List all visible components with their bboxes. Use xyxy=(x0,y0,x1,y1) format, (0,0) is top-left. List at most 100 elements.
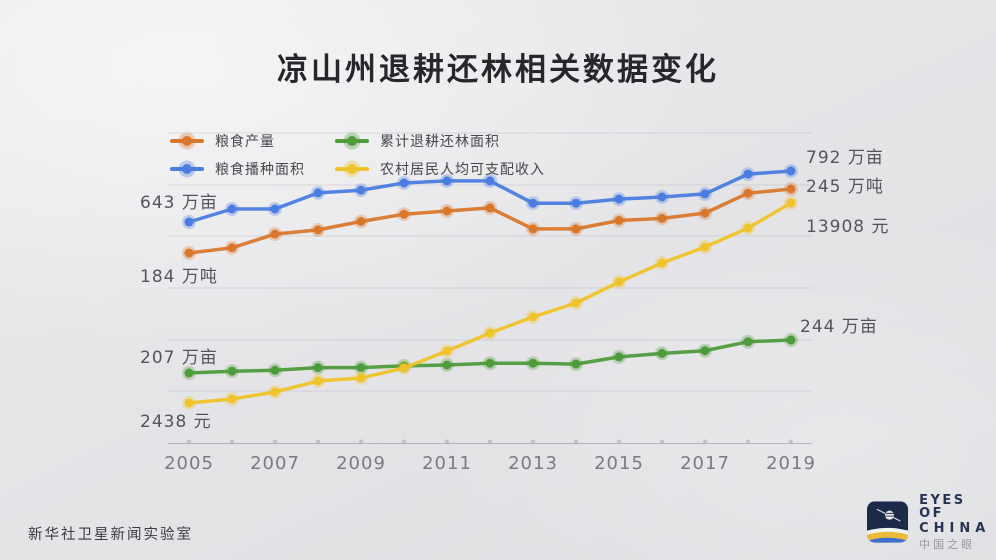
label-forest-area-start: 207 万亩 xyxy=(140,348,218,368)
point-sown_area xyxy=(442,176,452,186)
point-sown_area xyxy=(399,178,409,188)
point-grain_output xyxy=(786,184,796,194)
page-title: 凉山州退耕还林相关数据变化 xyxy=(277,52,719,88)
point-sown_area xyxy=(528,198,538,208)
eyes-of-china-logo: EYES OF CHINA 中国之眼 xyxy=(866,494,996,550)
point-income xyxy=(700,242,710,252)
x-tick-label: 2007 xyxy=(250,453,300,474)
point-forest_area xyxy=(356,363,366,373)
x-tick-label: 2015 xyxy=(594,453,644,474)
label-grain-output-end: 245 万吨 xyxy=(806,177,884,197)
legend-label-sown_area: 粮食播种面积 xyxy=(215,162,305,178)
point-grain_output xyxy=(313,225,323,235)
axis-tick-dot xyxy=(660,439,664,444)
point-forest_area xyxy=(485,358,495,368)
point-income xyxy=(442,346,452,356)
point-forest_area xyxy=(270,365,280,375)
point-sown_area xyxy=(356,185,366,195)
axis-tick-dot xyxy=(746,439,750,444)
satellite-over-earth-icon xyxy=(866,501,909,543)
point-income xyxy=(528,312,538,322)
point-grain_output xyxy=(485,203,495,213)
label-forest-area-end: 244 万亩 xyxy=(800,317,878,337)
point-income xyxy=(227,394,237,404)
x-tick-label: 2009 xyxy=(336,453,386,474)
legend-label-grain_output: 粮食产量 xyxy=(215,134,275,150)
x-tick-label: 2017 xyxy=(680,453,730,474)
point-forest_area xyxy=(571,359,581,369)
label-income-start: 2438 元 xyxy=(140,412,212,432)
logo-line-2: CHINA xyxy=(919,521,991,536)
axis-tick-dot xyxy=(273,439,277,444)
axis-tick-dot xyxy=(402,439,406,444)
axis-tick-dot xyxy=(230,439,234,444)
x-tick-label: 2005 xyxy=(164,453,214,474)
axis-tick-dot xyxy=(574,439,578,444)
axis-tick-dot xyxy=(445,439,449,444)
point-sown_area xyxy=(657,192,667,202)
axis-tick-dot xyxy=(703,439,707,444)
point-sown_area xyxy=(614,194,624,204)
legend-label-forest_area: 累计退耕还林面积 xyxy=(380,134,500,150)
point-income xyxy=(657,258,667,268)
point-grain_output xyxy=(227,243,237,253)
point-sown_area xyxy=(700,189,710,199)
point-income xyxy=(399,363,409,373)
point-income xyxy=(614,277,624,287)
point-forest_area xyxy=(227,366,237,376)
point-grain_output xyxy=(270,229,280,239)
axis-tick-dot xyxy=(531,439,535,444)
legend-marker-income xyxy=(335,167,369,171)
x-tick-label: 2013 xyxy=(508,453,558,474)
point-income xyxy=(184,398,194,408)
label-sown-area-end: 792 万亩 xyxy=(806,148,884,168)
point-income xyxy=(571,298,581,308)
point-forest_area xyxy=(786,335,796,345)
label-income-end: 13908 元 xyxy=(806,217,890,237)
point-sown_area xyxy=(571,198,581,208)
point-income xyxy=(356,373,366,383)
point-forest_area xyxy=(313,363,323,373)
legend-marker-grain_output xyxy=(170,139,204,143)
point-forest_area xyxy=(528,358,538,368)
point-income xyxy=(485,328,495,338)
point-grain_output xyxy=(657,213,667,223)
legend-marker-forest_area xyxy=(335,139,369,143)
axis-tick-dot xyxy=(187,439,191,444)
point-grain_output xyxy=(442,206,452,216)
axis-tick-dot xyxy=(617,439,621,444)
x-tick-label: 2011 xyxy=(422,453,472,474)
axis-tick-dot xyxy=(488,439,492,444)
point-grain_output xyxy=(356,217,366,226)
point-forest_area xyxy=(657,348,667,358)
point-sown_area xyxy=(485,176,495,186)
point-forest_area xyxy=(614,352,624,362)
point-sown_area xyxy=(270,204,280,214)
legend-marker-sown_area xyxy=(170,167,204,171)
legend-item-income: 农村居民人均可支配收入 xyxy=(335,159,545,179)
point-forest_area xyxy=(743,337,753,347)
point-forest_area xyxy=(184,368,194,378)
point-sown_area xyxy=(743,169,753,179)
point-forest_area xyxy=(700,346,710,356)
point-grain_output xyxy=(184,248,194,258)
point-sown_area xyxy=(786,166,796,176)
point-grain_output xyxy=(571,224,581,234)
point-grain_output xyxy=(614,216,624,225)
point-income xyxy=(270,387,280,397)
legend-item-grain_output: 粮食产量 xyxy=(170,131,305,151)
legend-item-sown_area: 粮食播种面积 xyxy=(170,159,305,179)
label-sown-area-start: 643 万亩 xyxy=(140,193,218,213)
axis-tick-dot xyxy=(359,439,363,444)
point-forest_area xyxy=(442,360,452,370)
logo-line-3: 中国之眼 xyxy=(919,538,976,551)
chart-legend: 粮食产量 累计退耕还林面积粮食播种面积 农村居民人均可支配收入 xyxy=(170,131,545,179)
logo-text: EYES OF CHINA 中国之眼 xyxy=(919,494,996,550)
point-income xyxy=(313,376,323,386)
x-tick-label: 2019 xyxy=(766,453,816,474)
point-income xyxy=(743,223,753,233)
logo-line-1: EYES OF xyxy=(919,493,966,521)
axis-tick-dot xyxy=(789,439,793,444)
